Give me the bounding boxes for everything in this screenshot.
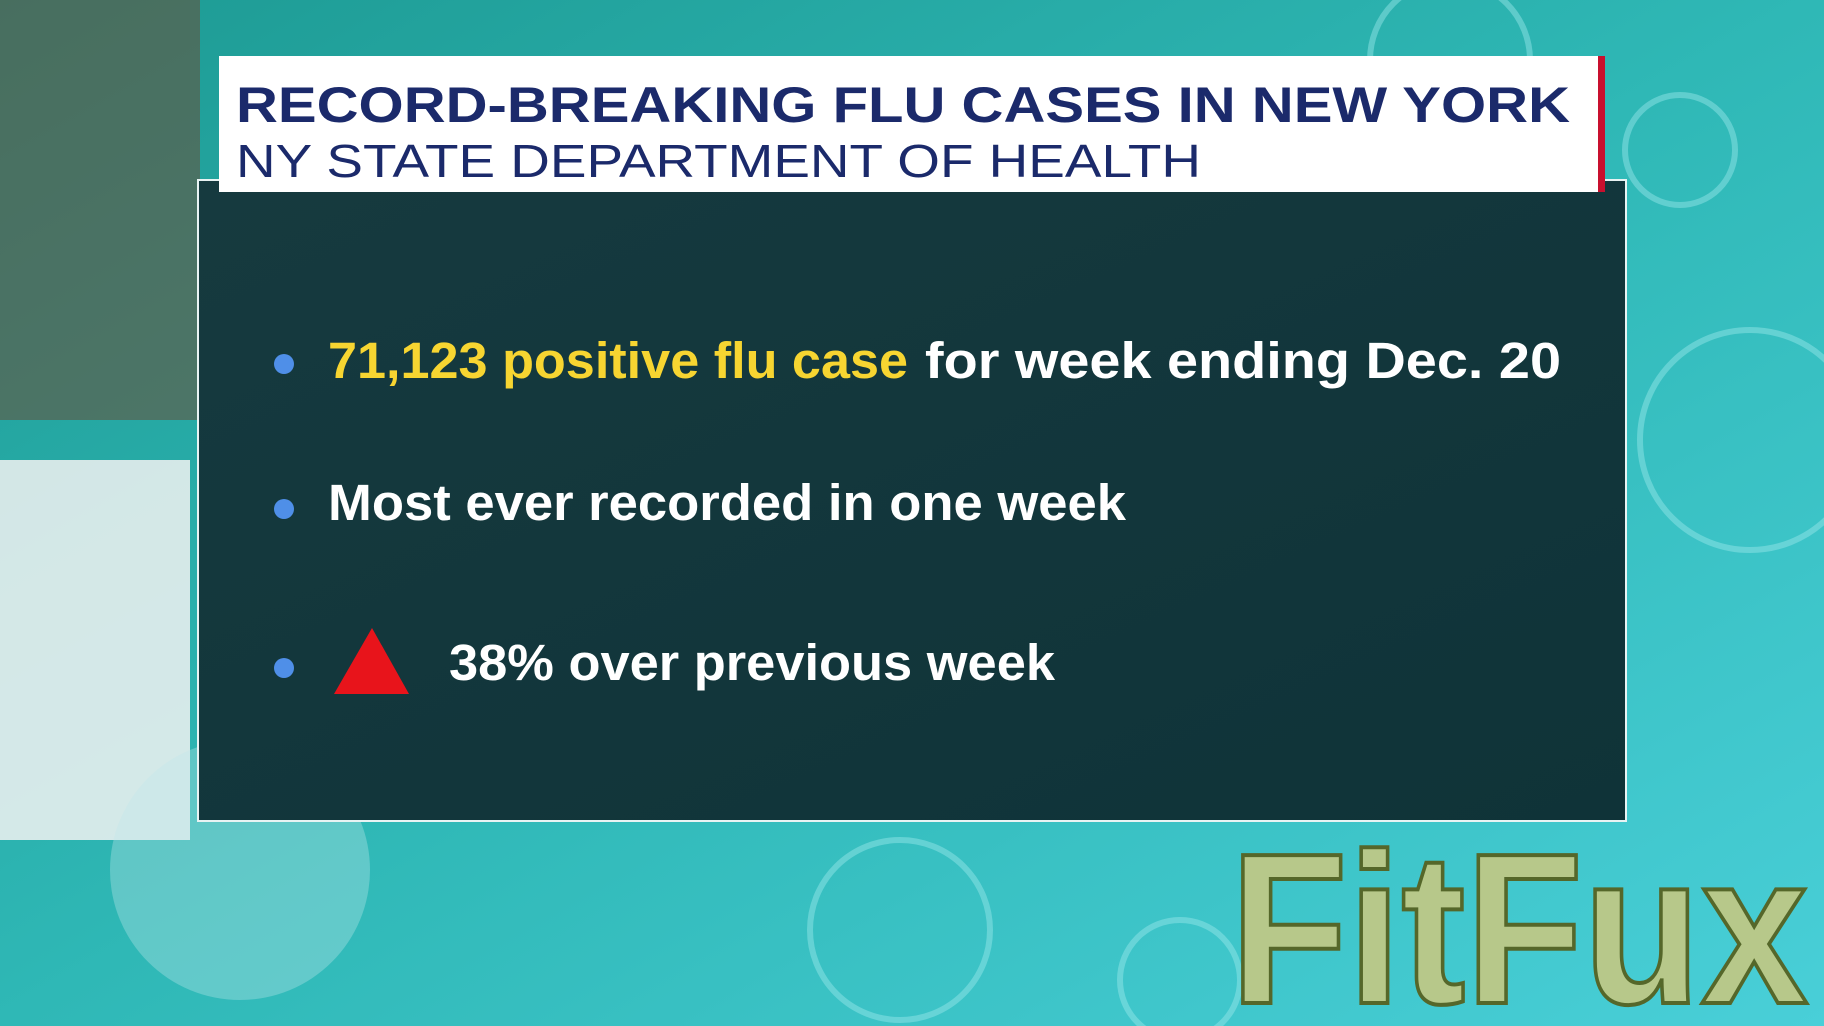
bullet: 71,123 positive flu case for week ending… [328, 332, 1561, 389]
bullet-dot [274, 499, 294, 519]
header-accent [1598, 56, 1605, 192]
watermark: FitFux [1230, 808, 1808, 1026]
subtitle: NY STATE DEPARTMENT OF HEALTH [236, 135, 1201, 187]
bullet-text: Most ever recorded in one week [328, 474, 1127, 531]
bullet-text: for week ending Dec. 20 [925, 332, 1561, 389]
tissue-box [0, 0, 200, 420]
title: RECORD-BREAKING FLU CASES IN NEW YORK [236, 77, 1570, 133]
up-triangle [334, 628, 409, 694]
info-panel [197, 179, 1627, 822]
header-box [219, 56, 1603, 192]
highlight: 71,123 positive flu case [328, 332, 908, 389]
bullet-dot [274, 354, 294, 374]
paper [0, 460, 190, 840]
bullet-text: 38% over previous week [449, 634, 1056, 691]
bullet-dot [274, 658, 294, 678]
